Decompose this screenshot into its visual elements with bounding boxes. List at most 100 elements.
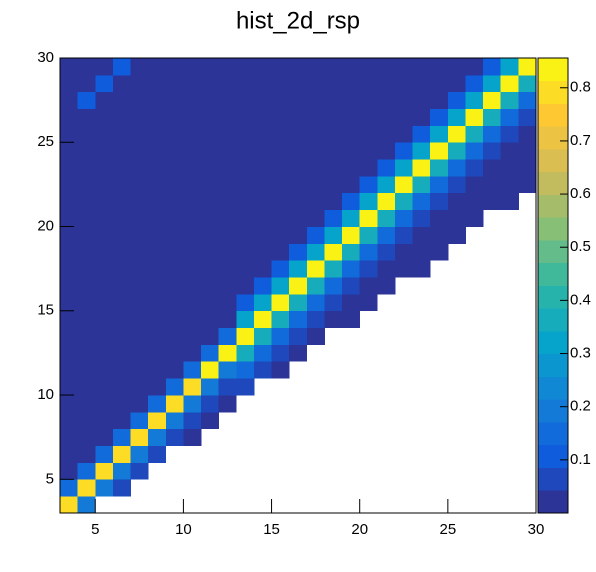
heat-cell <box>77 445 96 463</box>
heat-cell <box>289 209 308 227</box>
heat-cell <box>77 310 96 329</box>
heat-cell <box>324 243 343 261</box>
y-tick-label: 25 <box>37 133 54 150</box>
heat-cell <box>359 142 378 160</box>
heat-cell <box>271 361 290 379</box>
heat-cell <box>112 293 131 312</box>
heat-cell <box>218 327 237 345</box>
colorbar-band <box>538 262 568 286</box>
heat-cell <box>77 361 96 379</box>
heat-cell <box>148 74 167 93</box>
heat-cell <box>412 192 431 211</box>
heat-cell <box>112 91 131 109</box>
heat-cell <box>112 142 131 160</box>
heat-cell <box>430 58 449 76</box>
heat-cell <box>342 91 361 109</box>
z-tick-label: 0.5 <box>570 238 591 255</box>
z-tick-label: 0.6 <box>570 185 591 202</box>
heat-cell <box>342 310 361 329</box>
heat-cell <box>201 260 220 278</box>
heat-cell <box>165 125 184 143</box>
heat-cell <box>500 108 519 126</box>
heat-cell <box>377 108 396 126</box>
colorbar-frame <box>537 57 569 514</box>
heat-cell <box>130 58 149 76</box>
heat-cell <box>130 226 149 244</box>
heat-cell <box>95 445 114 463</box>
x-tick-label: 10 <box>175 521 192 538</box>
heat-cell <box>165 428 184 446</box>
heat-cell <box>183 327 202 345</box>
heat-cell <box>165 277 184 295</box>
heat-cell <box>253 361 272 379</box>
heat-cell <box>201 310 220 329</box>
heat-cell <box>183 395 202 413</box>
heat-cell <box>342 58 361 76</box>
heat-cell <box>95 159 114 177</box>
heat-cell <box>500 175 519 194</box>
heat-cell <box>342 159 361 177</box>
heat-cell <box>112 277 131 295</box>
heat-cell <box>483 74 502 93</box>
heat-cell <box>148 378 167 396</box>
heat-cell <box>165 159 184 177</box>
heat-cell <box>77 462 96 480</box>
heat-cell <box>95 411 114 430</box>
heat-cell <box>130 378 149 396</box>
heat-cell <box>165 411 184 430</box>
heat-cell <box>253 209 272 227</box>
heat-cell <box>430 108 449 126</box>
heat-cell <box>183 277 202 295</box>
colorbar-band <box>538 58 568 82</box>
heat-cell <box>218 260 237 278</box>
heat-cell <box>148 91 167 109</box>
heat-cell <box>165 310 184 329</box>
heat-cell <box>518 175 537 194</box>
heat-cell <box>430 142 449 160</box>
heat-cell <box>271 142 290 160</box>
heat-cell <box>60 192 79 211</box>
heat-cell <box>95 243 114 261</box>
heat-cell <box>201 226 220 244</box>
heat-cell <box>500 91 519 109</box>
heat-cell <box>377 159 396 177</box>
heat-cell <box>218 344 237 362</box>
heat-cell <box>218 159 237 177</box>
heat-cell <box>306 209 325 227</box>
heat-cell <box>377 209 396 227</box>
colorbar-band <box>538 308 568 332</box>
heat-cell <box>306 159 325 177</box>
heat-cell <box>359 293 378 312</box>
heat-cell <box>60 209 79 227</box>
heat-cell <box>112 411 131 430</box>
heat-cell <box>483 192 502 211</box>
heat-cell <box>271 243 290 261</box>
heat-cell <box>430 192 449 211</box>
colorbar-band <box>538 80 568 104</box>
heat-cell <box>483 58 502 76</box>
heat-cell <box>148 175 167 194</box>
heat-cell <box>359 277 378 295</box>
heat-cell <box>483 159 502 177</box>
heat-cell <box>112 159 131 177</box>
x-tick-label: 15 <box>263 521 280 538</box>
heat-cell <box>518 108 537 126</box>
heat-cell <box>201 58 220 76</box>
heat-cell <box>201 361 220 379</box>
heat-cell <box>483 142 502 160</box>
heat-cell <box>306 125 325 143</box>
y-tick-label: 15 <box>37 302 54 319</box>
heat-cell <box>218 108 237 126</box>
heat-cell <box>218 175 237 194</box>
heat-cell <box>183 209 202 227</box>
heat-cell <box>377 243 396 261</box>
heat-cell <box>306 226 325 244</box>
heat-cell <box>342 108 361 126</box>
heat-cell <box>148 125 167 143</box>
heat-cell <box>289 125 308 143</box>
colorbar-band <box>538 490 568 514</box>
heat-cell <box>253 58 272 76</box>
heat-cell <box>201 378 220 396</box>
heat-cell <box>236 293 255 312</box>
heat-cell <box>148 310 167 329</box>
